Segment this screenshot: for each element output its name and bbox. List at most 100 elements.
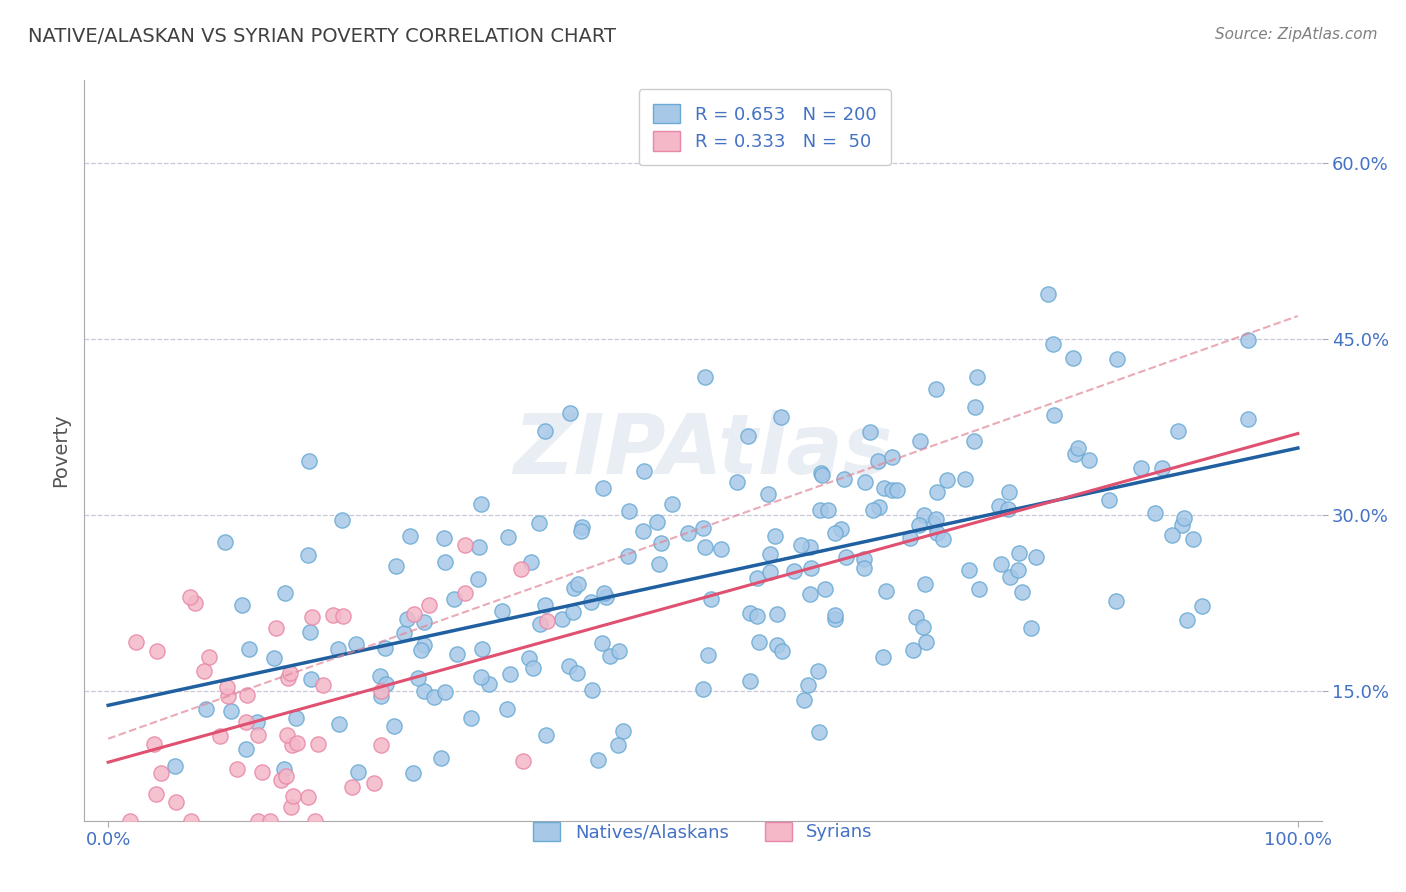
Point — [471, 641, 494, 656]
Point — [399, 528, 422, 542]
Point — [853, 475, 876, 489]
Point — [235, 715, 257, 730]
Point — [645, 516, 668, 530]
Point — [520, 555, 543, 569]
Point — [1143, 506, 1166, 520]
Point — [1105, 351, 1128, 366]
Point — [607, 738, 630, 752]
Point — [599, 648, 621, 663]
Point — [423, 690, 446, 704]
Point — [247, 814, 270, 828]
Point — [125, 635, 148, 649]
Point — [1098, 493, 1121, 508]
Point — [740, 607, 762, 621]
Point — [209, 729, 232, 743]
Point — [344, 637, 367, 651]
Point — [499, 666, 522, 681]
Point — [433, 532, 456, 546]
Point — [281, 789, 304, 803]
Point — [832, 472, 855, 486]
Point — [198, 650, 221, 665]
Point — [571, 520, 593, 534]
Point — [163, 759, 186, 773]
Point — [299, 672, 322, 686]
Point — [297, 549, 319, 563]
Point — [246, 714, 269, 729]
Point — [661, 496, 683, 510]
Point — [281, 739, 304, 753]
Point — [693, 370, 716, 384]
Point — [412, 638, 434, 652]
Point — [1062, 351, 1084, 365]
Point — [509, 562, 531, 576]
Point — [454, 538, 477, 552]
Point — [384, 559, 406, 574]
Point — [551, 612, 574, 626]
Point — [692, 521, 714, 535]
Point — [312, 678, 335, 692]
Point — [285, 735, 308, 749]
Point — [273, 762, 295, 776]
Point — [1025, 549, 1047, 564]
Point — [569, 524, 592, 539]
Point — [238, 641, 260, 656]
Point — [370, 689, 392, 703]
Point — [562, 581, 585, 595]
Point — [1008, 546, 1031, 560]
Point — [470, 669, 492, 683]
Point — [565, 666, 588, 681]
Point — [273, 586, 295, 600]
Point — [725, 475, 748, 489]
Point — [467, 572, 489, 586]
Point — [997, 502, 1019, 516]
Point — [1036, 287, 1059, 301]
Point — [347, 764, 370, 779]
Point — [146, 643, 169, 657]
Point — [607, 644, 630, 658]
Point — [901, 643, 924, 657]
Point — [766, 638, 789, 652]
Point — [231, 598, 253, 612]
Point — [460, 711, 482, 725]
Point — [412, 615, 434, 630]
Point — [193, 664, 215, 678]
Point — [898, 531, 921, 545]
Point — [536, 614, 558, 628]
Point — [872, 650, 894, 665]
Point — [814, 582, 837, 596]
Point — [1236, 333, 1258, 347]
Point — [250, 765, 273, 780]
Point — [783, 564, 806, 578]
Point — [817, 503, 839, 517]
Point — [965, 401, 987, 415]
Point — [307, 737, 329, 751]
Point — [536, 729, 558, 743]
Point — [800, 561, 823, 575]
Point — [756, 487, 779, 501]
Point — [375, 677, 398, 691]
Point — [811, 467, 834, 482]
Point — [236, 688, 259, 702]
Point — [807, 724, 830, 739]
Y-axis label: Poverty: Poverty — [52, 414, 70, 487]
Point — [748, 635, 770, 649]
Point — [512, 754, 534, 768]
Point — [145, 787, 167, 801]
Point — [914, 577, 936, 591]
Point — [270, 772, 292, 787]
Point — [737, 429, 759, 443]
Point — [921, 516, 943, 531]
Point — [593, 586, 616, 600]
Point — [936, 474, 959, 488]
Point — [143, 737, 166, 751]
Point — [617, 549, 640, 563]
Point — [263, 651, 285, 665]
Point — [534, 424, 557, 438]
Point — [692, 681, 714, 696]
Point — [225, 762, 247, 776]
Point — [990, 557, 1012, 571]
Point — [859, 425, 882, 440]
Point — [298, 453, 321, 467]
Point — [180, 814, 202, 828]
Point — [853, 551, 876, 566]
